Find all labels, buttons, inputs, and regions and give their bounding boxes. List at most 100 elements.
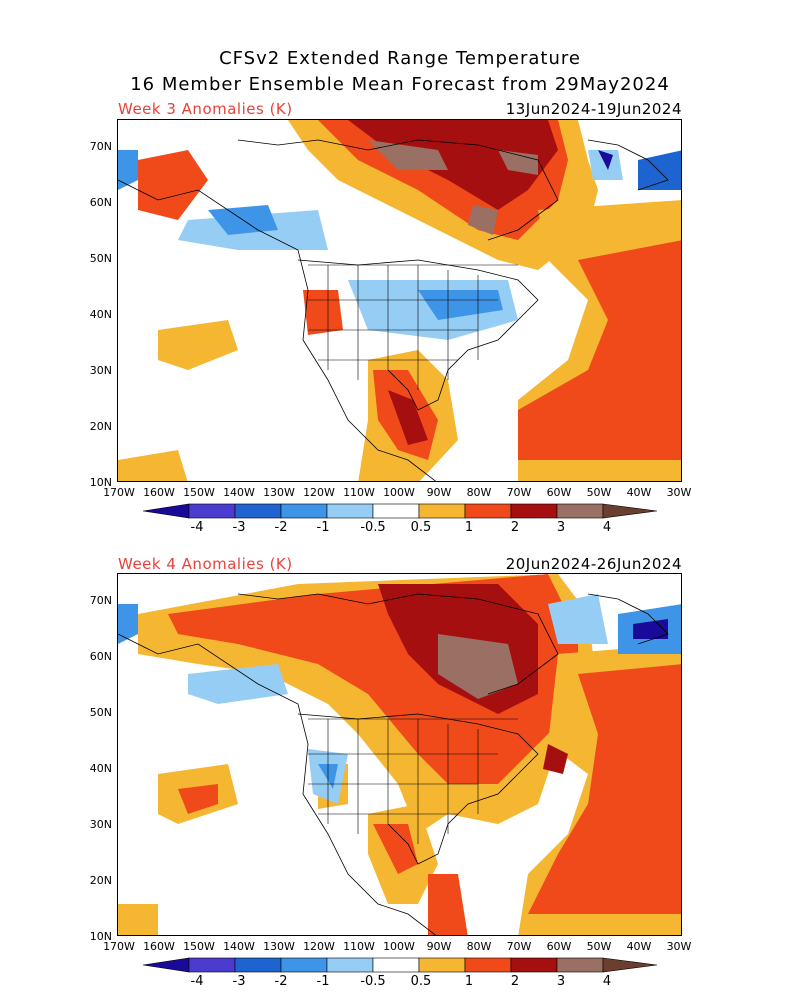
week4-colorbar (142, 957, 658, 973)
colorbar-label: -4 (190, 974, 204, 989)
lon-label: 40W (626, 940, 652, 953)
colorbar-label: -2 (274, 520, 288, 535)
week3-date-range: 13Jun2024-19Jun2024 (505, 100, 682, 118)
lon-label: 100W (383, 940, 415, 953)
lat-label: 20N (89, 874, 112, 887)
lon-label: 50W (586, 940, 612, 953)
colorbar-swatch (556, 503, 604, 519)
lat-label: 50N (89, 252, 112, 265)
colorbar-swatch (602, 957, 658, 973)
colorbar-swatch (142, 503, 190, 519)
lat-label: 70N (89, 140, 112, 153)
colorbar-label: -3 (232, 974, 246, 989)
lon-label: 80W (466, 940, 492, 953)
colorbar-swatch (234, 503, 282, 519)
colorbar-swatch (556, 957, 604, 973)
week3-map (117, 119, 682, 482)
colorbar-label: -3 (232, 520, 246, 535)
lon-label: 90W (426, 940, 452, 953)
lon-label: 110W (343, 940, 375, 953)
title-line-1: CFSv2 Extended Range Temperature (219, 48, 581, 69)
lat-label: 50N (89, 706, 112, 719)
lat-label: 40N (89, 762, 112, 775)
lat-label: 30N (89, 364, 112, 377)
lon-label: 160W (143, 486, 175, 499)
lon-label: 120W (303, 940, 335, 953)
week3-colorbar (142, 503, 658, 519)
lat-label: 20N (89, 420, 112, 433)
lon-label: 130W (263, 486, 295, 499)
lat-label: 10N (89, 476, 112, 489)
lon-label: 70W (506, 486, 532, 499)
colorbar-label: -0.5 (360, 974, 386, 989)
colorbar-swatch (418, 957, 466, 973)
colorbar-label: 3 (556, 974, 566, 989)
colorbar-label: -0.5 (360, 520, 386, 535)
lon-label: 150W (183, 940, 215, 953)
colorbar-swatch (602, 503, 658, 519)
lon-label: 80W (466, 486, 492, 499)
colorbar-label: -4 (190, 520, 204, 535)
lon-label: 140W (223, 486, 255, 499)
colorbar-swatch (280, 503, 328, 519)
colorbar-svg (142, 957, 658, 973)
week4-date-range: 20Jun2024-26Jun2024 (505, 555, 682, 573)
colorbar-label: 3 (556, 520, 566, 535)
colorbar-label: 1 (464, 520, 474, 535)
colorbar-label: -1 (316, 974, 330, 989)
title-line-2: 16 Member Ensemble Mean Forecast from 29… (130, 74, 670, 95)
state-borders (308, 718, 518, 844)
lon-label: 170W (103, 940, 135, 953)
colorbar-swatch (234, 957, 282, 973)
colorbar-svg (142, 503, 658, 519)
coastline (118, 593, 669, 935)
lat-label: 10N (89, 930, 112, 943)
colorbar-swatch (510, 503, 558, 519)
lat-label: 60N (89, 650, 112, 663)
colorbar-swatch (142, 957, 190, 973)
lon-label: 100W (383, 486, 415, 499)
lon-label: 170W (103, 486, 135, 499)
lon-label: 120W (303, 486, 335, 499)
lat-label: 40N (89, 308, 112, 321)
colorbar-label: -1 (316, 520, 330, 535)
colorbar-label: 1 (464, 974, 474, 989)
anomaly-shading (118, 574, 681, 935)
lon-label: 30W (666, 486, 692, 499)
week4-label: Week 4 Anomalies (K) (118, 555, 293, 573)
lon-label: 130W (263, 940, 295, 953)
colorbar-swatch (464, 957, 512, 973)
lon-label: 30W (666, 940, 692, 953)
anomaly-shading (118, 120, 681, 481)
colorbar-label: 2 (510, 520, 520, 535)
state-borders (308, 264, 518, 390)
colorbar-swatch (188, 957, 236, 973)
lon-label: 60W (546, 940, 572, 953)
lat-label: 70N (89, 594, 112, 607)
lon-label: 160W (143, 940, 175, 953)
coastline (118, 139, 669, 481)
colorbar-label: 2 (510, 974, 520, 989)
colorbar-label: 0.5 (410, 974, 432, 989)
colorbar-swatch (464, 503, 512, 519)
lon-label: 40W (626, 486, 652, 499)
lat-label: 30N (89, 818, 112, 831)
colorbar-swatch (418, 503, 466, 519)
colorbar-swatch (372, 503, 420, 519)
lon-label: 110W (343, 486, 375, 499)
colorbar-swatch (280, 957, 328, 973)
colorbar-swatch (188, 503, 236, 519)
colorbar-swatch (326, 957, 374, 973)
week4-map (117, 573, 682, 936)
colorbar-swatch (510, 957, 558, 973)
lon-label: 150W (183, 486, 215, 499)
lat-label: 60N (89, 196, 112, 209)
lon-label: 60W (546, 486, 572, 499)
colorbar-label: 4 (602, 520, 612, 535)
colorbar-swatch (372, 957, 420, 973)
lon-label: 70W (506, 940, 532, 953)
colorbar-label: -2 (274, 974, 288, 989)
lon-label: 90W (426, 486, 452, 499)
lon-label: 140W (223, 940, 255, 953)
lon-label: 50W (586, 486, 612, 499)
